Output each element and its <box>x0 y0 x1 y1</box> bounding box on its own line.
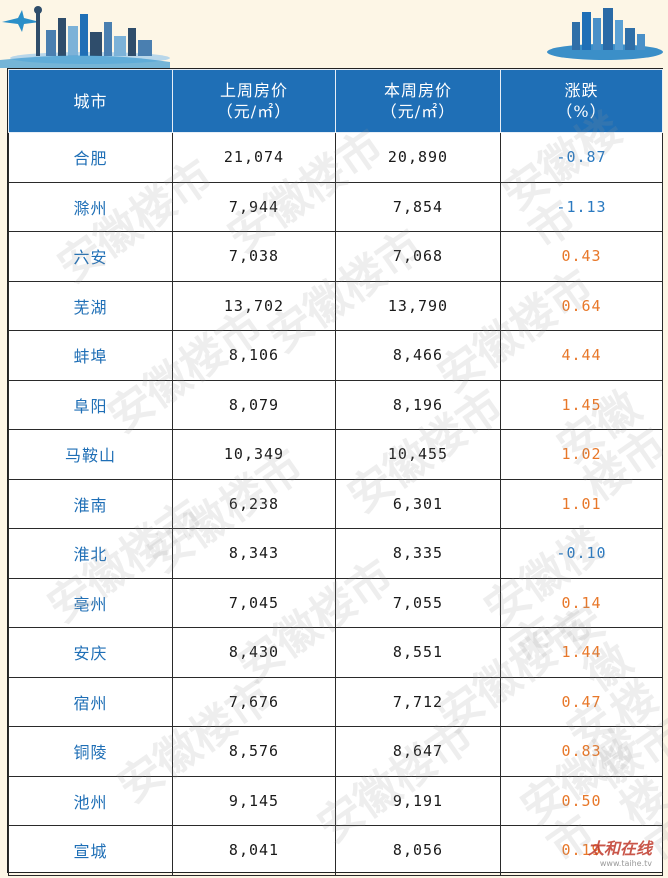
table-row: 池州 9,145 9,191 0.50 <box>8 775 663 826</box>
table-body: 合肥 21,074 20,890 -0.87 滁州 7,944 7,854 -1.13 六安 7,… <box>8 132 663 876</box>
change-cell: 0.43 <box>500 231 663 282</box>
change-cell: -0.10 <box>500 528 663 579</box>
table-row: 亳州 7,045 7,055 0.14 <box>8 577 663 628</box>
this-week-price-cell: 9,191 <box>335 775 501 826</box>
header-this-week-price: 本周房价 （元/㎡） <box>335 69 501 133</box>
table-row: 铜陵 8,576 8,647 0.83 <box>8 726 663 777</box>
change-cell: 0.83 <box>500 726 663 777</box>
city-cell: 阜阳 <box>8 379 173 430</box>
last-week-price-cell: 8,079 <box>172 379 336 430</box>
site-logo: 太和在线 www.taihe.tv <box>587 839 652 868</box>
last-week-price-cell: 6,238 <box>172 478 336 529</box>
change-cell: 0.64 <box>500 280 663 331</box>
last-week-price-cell: 21,074 <box>172 132 336 183</box>
house-price-table: 城市 上周房价 （元/㎡） 本周房价 （元/㎡） 涨跌 （%） 合肥 21,074 20,… <box>8 69 663 876</box>
table-row: 淮南 6,238 6,301 1.01 <box>8 478 663 529</box>
this-week-price-cell: 8,056 <box>335 825 501 876</box>
this-week-price-cell: 8,196 <box>335 379 501 430</box>
city-cell: 芜湖 <box>8 280 173 331</box>
last-week-price-cell: 7,045 <box>172 577 336 628</box>
city-cell: 亳州 <box>8 577 173 628</box>
last-week-price-cell: 8,106 <box>172 330 336 381</box>
header-banner <box>0 6 663 68</box>
this-week-price-cell: 8,466 <box>335 330 501 381</box>
change-cell: 1.44 <box>500 627 663 678</box>
this-week-price-cell: 8,335 <box>335 528 501 579</box>
last-week-price-cell: 10,349 <box>172 429 336 480</box>
change-cell: 0.19 <box>500 825 663 876</box>
this-week-price-cell: 20,890 <box>335 132 501 183</box>
city-cell: 池州 <box>8 775 173 826</box>
city-skyline-illustration <box>0 6 170 68</box>
last-week-price-cell: 13,702 <box>172 280 336 331</box>
change-cell: 1.45 <box>500 379 663 430</box>
city-cell: 合肥 <box>8 132 173 183</box>
city-island-illustration <box>547 8 663 60</box>
this-week-price-cell: 7,712 <box>335 676 501 727</box>
last-week-price-cell: 9,145 <box>172 775 336 826</box>
this-week-price-cell: 13,790 <box>335 280 501 331</box>
this-week-price-cell: 8,647 <box>335 726 501 777</box>
last-week-price-cell: 8,041 <box>172 825 336 876</box>
city-cell: 马鞍山 <box>8 429 173 480</box>
this-week-price-cell: 8,551 <box>335 627 501 678</box>
house-price-table-container: 城市 上周房价 （元/㎡） 本周房价 （元/㎡） 涨跌 （%） 合肥 21,074 20,… <box>7 68 668 876</box>
city-cell: 蚌埠 <box>8 330 173 381</box>
table-row: 合肥 21,074 20,890 -0.87 <box>8 132 663 183</box>
city-cell: 宣城 <box>8 825 173 876</box>
table-row: 马鞍山 10,349 10,455 1.02 <box>8 429 663 480</box>
table-row: 宣城 8,041 8,056 0.19 <box>8 825 663 876</box>
change-cell: 1.01 <box>500 478 663 529</box>
change-cell: -1.13 <box>500 181 663 232</box>
last-week-price-cell: 7,944 <box>172 181 336 232</box>
change-cell: 1.02 <box>500 429 663 480</box>
table-row: 淮北 8,343 8,335 -0.10 <box>8 528 663 579</box>
city-cell: 六安 <box>8 231 173 282</box>
city-cell: 淮北 <box>8 528 173 579</box>
table-row: 宿州 7,676 7,712 0.47 <box>8 676 663 727</box>
table-header-row: 城市 上周房价 （元/㎡） 本周房价 （元/㎡） 涨跌 （%） <box>8 69 663 133</box>
city-cell: 安庆 <box>8 627 173 678</box>
last-week-price-cell: 8,430 <box>172 627 336 678</box>
city-cell: 滁州 <box>8 181 173 232</box>
table-row: 滁州 7,944 7,854 -1.13 <box>8 181 663 232</box>
city-cell: 宿州 <box>8 676 173 727</box>
this-week-price-cell: 7,854 <box>335 181 501 232</box>
header-city: 城市 <box>8 69 173 133</box>
city-cell: 铜陵 <box>8 726 173 777</box>
this-week-price-cell: 6,301 <box>335 478 501 529</box>
change-cell: 0.14 <box>500 577 663 628</box>
city-cell: 淮南 <box>8 478 173 529</box>
change-cell: 0.47 <box>500 676 663 727</box>
table-row: 蚌埠 8,106 8,466 4.44 <box>8 330 663 381</box>
header-last-week-price: 上周房价 （元/㎡） <box>172 69 336 133</box>
this-week-price-cell: 10,455 <box>335 429 501 480</box>
last-week-price-cell: 8,343 <box>172 528 336 579</box>
last-week-price-cell: 8,576 <box>172 726 336 777</box>
table-row: 芜湖 13,702 13,790 0.64 <box>8 280 663 331</box>
table-row: 六安 7,038 7,068 0.43 <box>8 231 663 282</box>
this-week-price-cell: 7,055 <box>335 577 501 628</box>
change-cell: 0.50 <box>500 775 663 826</box>
table-row: 阜阳 8,079 8,196 1.45 <box>8 379 663 430</box>
table-row: 安庆 8,430 8,551 1.44 <box>8 627 663 678</box>
last-week-price-cell: 7,676 <box>172 676 336 727</box>
change-cell: -0.87 <box>500 132 663 183</box>
change-cell: 4.44 <box>500 330 663 381</box>
header-change: 涨跌 （%） <box>500 69 663 133</box>
this-week-price-cell: 7,068 <box>335 231 501 282</box>
last-week-price-cell: 7,038 <box>172 231 336 282</box>
